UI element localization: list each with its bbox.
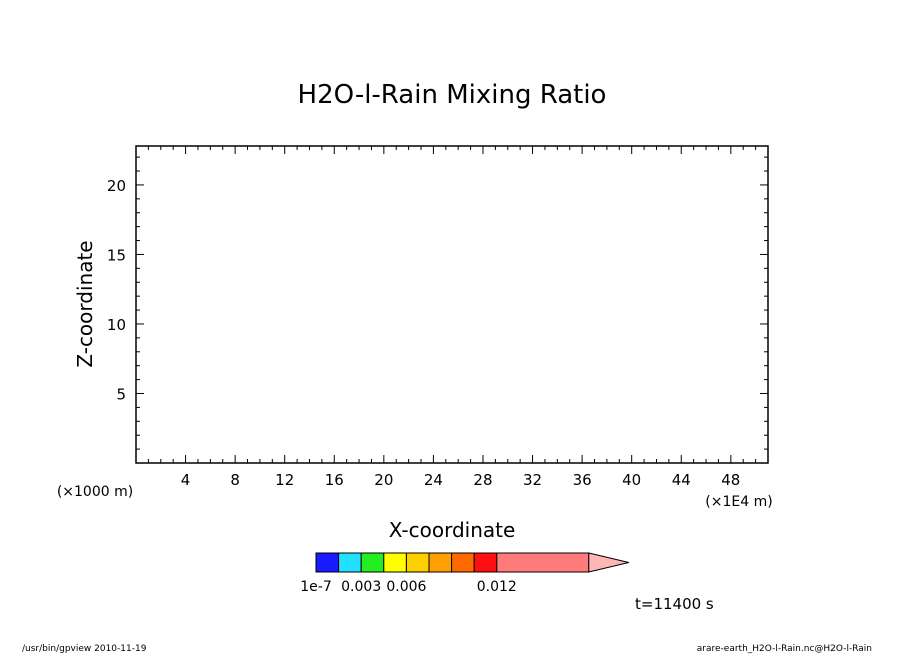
x-tick-label: 28 [473,471,492,489]
colorbar-tick-label: 1e-7 [300,579,331,595]
x-axis-ticks [135,146,769,463]
footer-left: /usr/bin/gpview 2010-11-19 [22,644,147,654]
x-axis-label: X-coordinate [389,518,516,542]
colorbar-segment [405,552,430,573]
x-axis-unit-label: (×1E4 m) [705,494,772,510]
x-axis-tick-labels: 4 8 12 16 20 24 28 32 36 40 44 48 [181,471,741,489]
time-label: t=11400 s [635,595,714,613]
colorbar-extend-arrow [588,552,629,573]
x-tick-label: 12 [275,471,294,489]
footer-right: arare-earth_H2O-l-Rain.nc@H2O-l-Rain [697,644,872,654]
y-tick-label: 20 [107,177,126,195]
colorbar-segment [473,552,498,573]
colorbar-tick-label: 0.012 [477,579,517,595]
x-tick-label: 4 [181,471,191,489]
colorbar-segment [496,552,590,573]
y-axis-label: Z-coordinate [73,240,97,367]
colorbar-segment [315,552,340,573]
y-tick-label: 10 [107,316,126,334]
colorbar-segment [428,552,453,573]
colorbar-tick-labels: 1e-7 0.003 0.006 0.012 [300,579,517,595]
colorbar-segment [383,552,407,573]
colorbar-segment [360,552,385,573]
x-tick-label: 32 [523,471,542,489]
y-axis-tick-labels: 5 10 15 20 [107,177,126,404]
chart-title: H2O-l-Rain Mixing Ratio [298,80,607,110]
x-tick-label: 24 [424,471,443,489]
colorbar-tick-label: 0.003 [341,579,381,595]
x-tick-label: 44 [672,471,691,489]
x-tick-label: 20 [374,471,393,489]
colorbar-segment [338,552,362,573]
y-tick-label: 15 [107,246,126,264]
x-tick-label: 8 [230,471,240,489]
plot-frame [135,145,769,464]
x-tick-label: 36 [573,471,592,489]
x-tick-label: 48 [721,471,740,489]
y-axis-unit-label: (×1000 m) [57,484,133,500]
x-tick-label: 16 [325,471,344,489]
y-tick-label: 5 [116,385,126,403]
colorbar-tick-label: 0.006 [386,579,426,595]
y-axis-ticks [136,156,768,464]
colorbar-segment [451,552,475,573]
x-tick-label: 40 [622,471,641,489]
colorbar [315,552,629,573]
